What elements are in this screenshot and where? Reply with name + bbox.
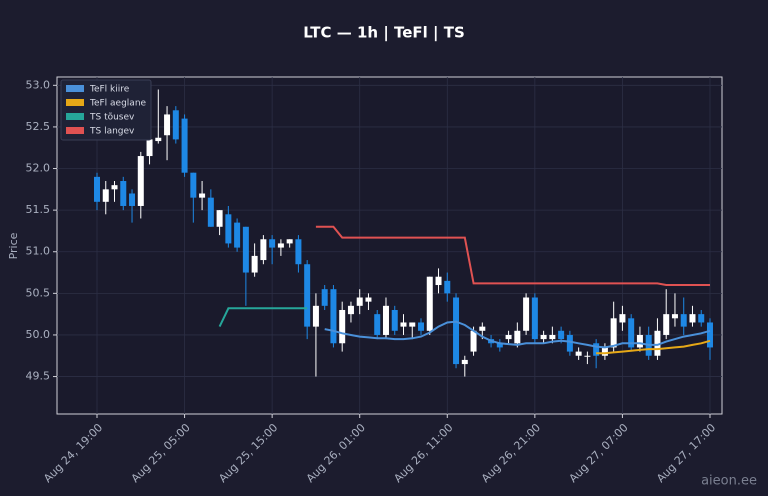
- candle-body: [400, 322, 407, 327]
- legend-label: TeFl aeglane: [89, 99, 147, 109]
- candle-body: [146, 139, 153, 157]
- y-tick-label: 53.0: [26, 78, 51, 91]
- candle-body: [137, 156, 144, 206]
- candle-body: [164, 114, 171, 136]
- candle-body: [610, 318, 617, 348]
- candle-body: [102, 189, 109, 202]
- candle-body: [461, 359, 468, 365]
- candle-body: [663, 314, 670, 335]
- legend-label: TeFl kiire: [89, 85, 130, 95]
- candle-body: [339, 309, 346, 344]
- legend-swatch: [66, 127, 84, 134]
- indicator-line: [218, 307, 308, 328]
- legend-box: [60, 79, 152, 141]
- candle-body: [680, 314, 687, 327]
- candle-body: [453, 297, 460, 365]
- candle-body: [190, 172, 197, 198]
- candle-body: [558, 330, 565, 340]
- candle-body: [391, 309, 398, 331]
- indicator-line: [596, 339, 711, 355]
- candle-body: [120, 181, 127, 206]
- candle-body: [242, 226, 249, 273]
- candle-body: [628, 318, 635, 348]
- candle-body: [470, 330, 477, 352]
- indicator-line: [315, 225, 710, 286]
- candle-body: [181, 118, 188, 173]
- legend: TeFl kiire TeFl aeglane TS tõusev TS langev: [60, 79, 152, 141]
- indicator-line: [324, 320, 711, 349]
- candle-body: [304, 264, 311, 327]
- candle-body: [295, 239, 302, 265]
- candle-body: [234, 222, 241, 248]
- candle-body: [479, 326, 486, 331]
- y-tick-label: 49.5: [26, 370, 51, 383]
- candle-body: [216, 210, 223, 227]
- legend-swatch: [66, 113, 84, 120]
- candle-body: [129, 193, 136, 206]
- candle-body: [689, 314, 696, 323]
- candle-body: [706, 322, 713, 348]
- candle-body: [601, 347, 608, 356]
- candle-body: [435, 276, 442, 286]
- candle-body: [365, 297, 372, 302]
- legend-swatch: [66, 99, 84, 106]
- watermark: aieon.ee: [701, 474, 757, 489]
- candle-body: [409, 322, 416, 327]
- candle-body: [312, 305, 319, 327]
- y-tick-label: 52.5: [26, 120, 51, 133]
- candle-body: [172, 110, 179, 140]
- legend-label: TS tõusev: [89, 113, 135, 123]
- candle-body: [418, 322, 425, 331]
- candle-body: [444, 280, 451, 294]
- candle-body: [260, 239, 267, 261]
- candle-body: [269, 239, 276, 248]
- candle-body: [286, 239, 293, 244]
- candle-body: [356, 297, 363, 306]
- y-tick-label: 50.5: [26, 286, 51, 299]
- candle-body: [698, 314, 705, 323]
- candle-body: [330, 289, 337, 344]
- candle-body: [374, 314, 381, 335]
- candle-body: [382, 305, 389, 335]
- candle-body: [593, 343, 600, 356]
- candle-body: [155, 137, 162, 142]
- candle-body: [251, 255, 258, 273]
- candle-body: [636, 334, 643, 348]
- legend-label: TS langev: [89, 127, 135, 137]
- candle-body: [671, 314, 678, 319]
- y-tick-label: 50.0: [26, 328, 51, 341]
- y-tick-label: 51.5: [26, 203, 51, 216]
- y-axis-label: Price: [7, 232, 20, 259]
- candle-body: [426, 276, 433, 331]
- candle-body: [321, 289, 328, 306]
- y-tick-label: 52.0: [26, 162, 51, 175]
- candle-body: [514, 330, 521, 344]
- candle-body: [277, 243, 284, 248]
- candle-body: [540, 334, 547, 340]
- candle-body: [654, 330, 661, 356]
- candle-body: [496, 343, 503, 348]
- y-tick-label: 51.0: [26, 245, 51, 258]
- candle-body: [347, 305, 354, 315]
- candle-body: [94, 176, 100, 202]
- candle-body: [225, 214, 232, 244]
- candle-body: [199, 193, 206, 198]
- candle-body: [549, 334, 556, 340]
- chart-title: LTC — 1h | TeFl | TS: [303, 24, 465, 43]
- candle-body: [523, 297, 530, 331]
- candle-body: [207, 197, 214, 227]
- candle-body: [584, 355, 591, 357]
- legend-swatch: [66, 85, 84, 92]
- candle-body: [619, 314, 626, 323]
- candle-body: [566, 334, 573, 352]
- candle-body: [505, 334, 512, 340]
- candle-body: [575, 351, 582, 356]
- candle-body: [531, 297, 538, 340]
- candle-body: [111, 185, 118, 190]
